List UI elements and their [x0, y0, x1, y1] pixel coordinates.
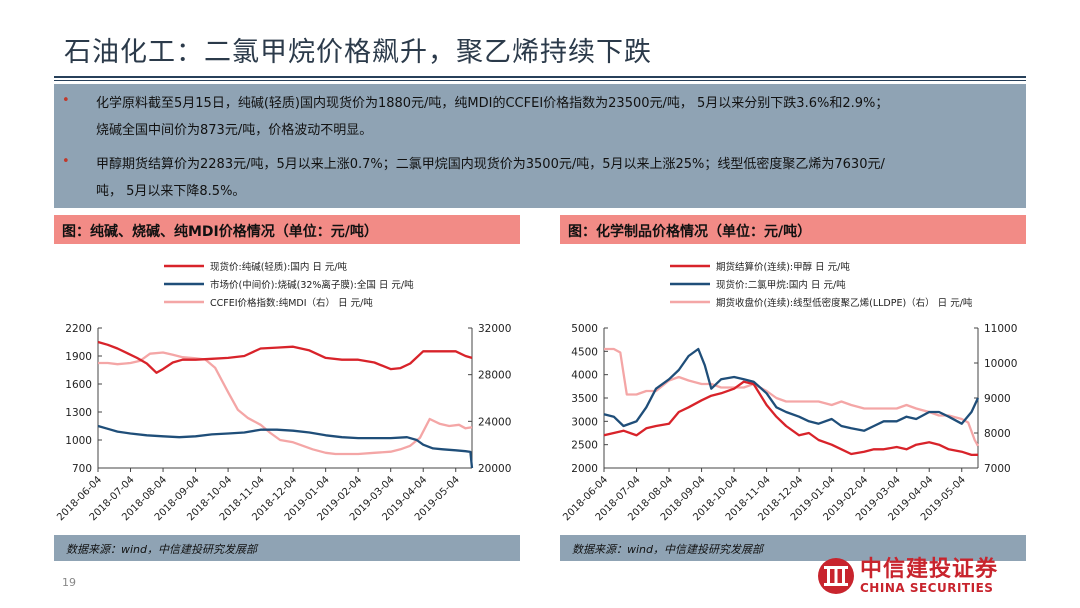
legend-label-2: 市场价(中间价):烧碱(32%离子膜):全国 日 元/吨 — [210, 279, 414, 291]
bullet-1-line-1: 化学原料截至5月15日，纯碱(轻质)国内现货价为1880元/吨，纯MDI的CCF… — [96, 96, 889, 111]
left-chart-title: 图：纯碱、烧碱、纯MDI价格情况（单位：元/吨） — [62, 224, 378, 240]
y-right-tick-label: 11000 — [984, 323, 1017, 335]
legend-label-3: 期货收盘价(连续):线型低密度聚乙烯(LLDPE)（右） 日 元/吨 — [716, 297, 973, 309]
bullet-2-line-1: 甲醇期货结算价为2283元/吨，5月以来上涨0.7%；二氯甲烷国内现货价为350… — [96, 157, 885, 172]
y-left-tick-label: 4000 — [571, 370, 598, 382]
right-source-bar: 数据来源：wind，中信建投研究发展部 — [560, 535, 1026, 561]
legend-label-2: 现货价:二氯甲烷:国内 日 元/吨 — [716, 279, 846, 291]
title-rule-thin — [54, 80, 1026, 81]
series-line-2 — [603, 347, 980, 432]
y-left-tick-label: 3000 — [571, 416, 598, 428]
y-left-tick-label: 4500 — [571, 346, 598, 358]
company-logo: 中信建投证券 CHINA SECURITIES — [814, 548, 1038, 604]
left-line-chart: 现货价:纯碱(轻质):国内 日 元/吨市场价(中间价):烧碱(32%离子膜):全… — [55, 261, 511, 523]
y-left-tick-label: 5000 — [571, 323, 598, 335]
legend-label-3: CCFEI价格指数:纯MDI（右） 日 元/吨 — [210, 297, 373, 309]
y-right-tick-label: 32000 — [478, 323, 511, 335]
legend-label-1: 期货结算价(连续):甲醇 日 元/吨 — [716, 261, 850, 273]
y-right-tick-label: 10000 — [984, 358, 1017, 370]
y-right-tick-label: 28000 — [478, 370, 511, 382]
right-chart-header: 图：化学制品价格情况（单位：元/吨） — [560, 215, 1026, 244]
y-right-tick-label: 8000 — [984, 428, 1011, 440]
y-right-tick-label: 7000 — [984, 463, 1011, 475]
right-source-note: 数据来源：wind，中信建投研究发展部 — [572, 543, 764, 556]
left-source-note: 数据来源：wind，中信建投研究发展部 — [66, 543, 258, 556]
right-chart-title: 图：化学制品价格情况（单位：元/吨） — [568, 224, 812, 240]
y-left-tick-label: 700 — [72, 463, 92, 475]
page-number: 19 — [62, 576, 76, 589]
series-line-3 — [604, 347, 980, 447]
legend-label-1: 现货价:纯碱(轻质):国内 日 元/吨 — [210, 261, 348, 273]
y-left-tick-label: 3500 — [571, 393, 598, 405]
bullet-2-line-2: 吨， 5月以来下降8.5%。 — [96, 184, 246, 199]
series-line-3 — [98, 351, 473, 456]
logo-en-text: CHINA SECURITIES — [860, 581, 994, 595]
series-line-2 — [97, 424, 474, 469]
y-right-tick-label: 24000 — [478, 416, 511, 428]
series-line-1 — [97, 340, 473, 374]
y-left-tick-label: 1000 — [65, 435, 92, 447]
logo-cn-text: 中信建投证券 — [860, 557, 999, 582]
y-left-tick-label: 2000 — [571, 463, 598, 475]
title-rule — [54, 76, 1026, 78]
logo-emblem-icon — [818, 558, 854, 594]
bullet-marker: • — [62, 154, 70, 169]
left-chart-header: 图：纯碱、烧碱、纯MDI价格情况（单位：元/吨） — [54, 215, 520, 244]
summary-box: • 化学原料截至5月15日，纯碱(轻质)国内现货价为1880元/吨，纯MDI的C… — [54, 84, 1026, 208]
bullet-1-line-2: 烧碱全国中间价为873元/吨，价格波动不明显。 — [96, 123, 373, 138]
y-right-tick-label: 9000 — [984, 393, 1011, 405]
left-source-bar: 数据来源：wind，中信建投研究发展部 — [54, 535, 520, 561]
slide-title: 石油化工：二氯甲烷价格飙升，聚乙烯持续下跌 — [64, 37, 652, 68]
y-left-tick-label: 1300 — [65, 407, 92, 419]
y-right-tick-label: 20000 — [478, 463, 511, 475]
y-left-tick-label: 1900 — [65, 351, 92, 363]
y-left-tick-label: 2200 — [65, 323, 92, 335]
y-left-tick-label: 1600 — [65, 379, 92, 391]
series-line-1 — [603, 380, 979, 457]
bullet-marker: • — [62, 93, 70, 108]
y-left-tick-label: 2500 — [571, 440, 598, 452]
